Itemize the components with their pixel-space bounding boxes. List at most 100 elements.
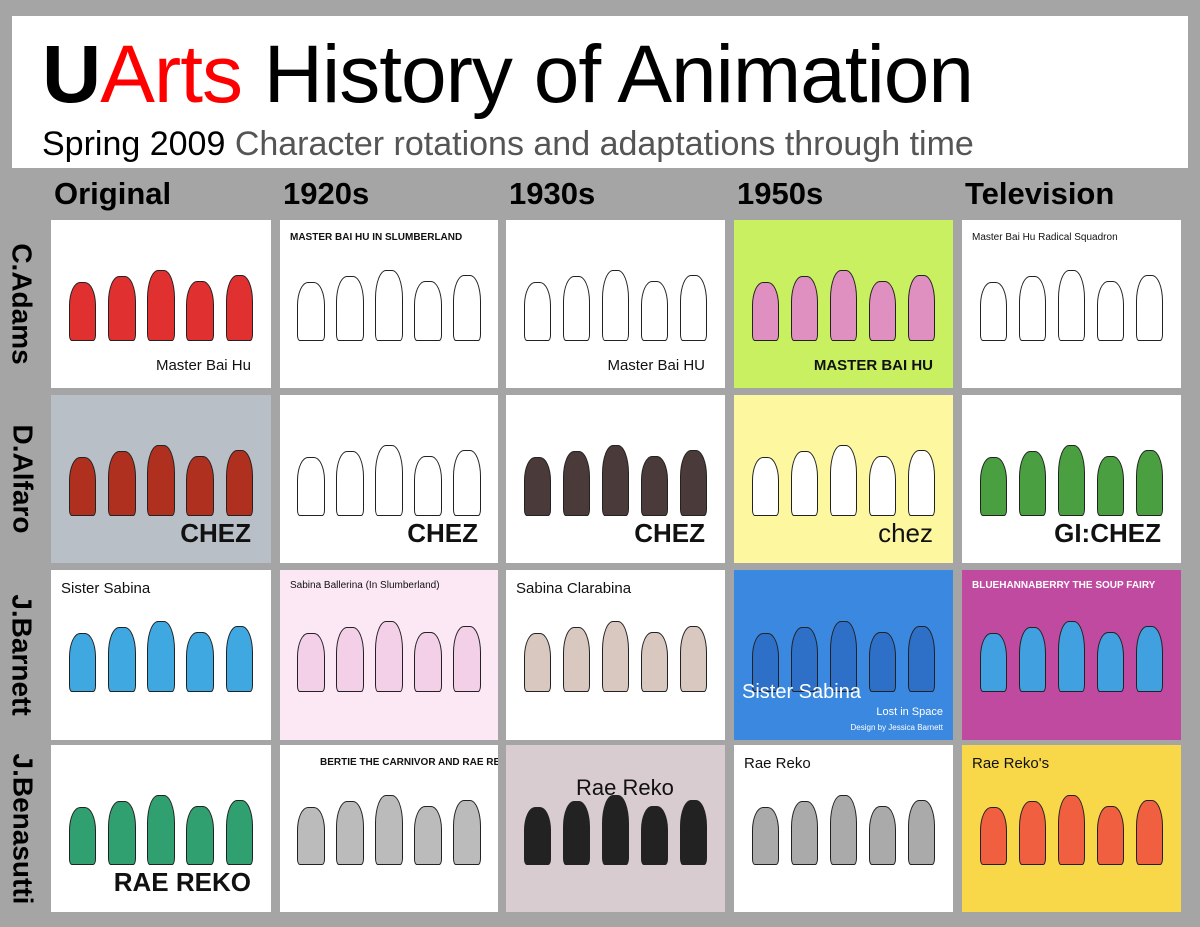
character-figure <box>1135 800 1164 866</box>
character-figure <box>601 445 630 516</box>
character-figure <box>297 282 325 341</box>
artwork-thumbnail[interactable]: BERTIE THE CARNIVOR AND RAE REKO <box>280 745 498 912</box>
character-figure <box>679 800 708 866</box>
character-figure <box>297 806 325 866</box>
character-figure <box>640 281 669 341</box>
artwork-thumbnail[interactable]: Sister Sabina Lost in Space Design by Jess… <box>734 570 953 740</box>
character-figure <box>979 632 1008 693</box>
character-figure <box>225 800 254 866</box>
character-figure <box>453 450 481 516</box>
character-figure <box>562 451 591 516</box>
character-figure <box>751 457 780 516</box>
character-rotation <box>523 257 708 341</box>
character-figure <box>679 275 708 341</box>
column-header: 1950s <box>737 176 824 211</box>
character-figure <box>414 805 442 866</box>
artwork-thumbnail[interactable]: Sabina Clarabina <box>506 570 725 740</box>
character-rotation <box>297 607 481 693</box>
artwork-caption: Master Bai HU <box>607 357 705 374</box>
artwork-thumbnail[interactable]: Rae Reko <box>506 745 725 912</box>
artwork-thumbnail[interactable]: Rae Reko <box>734 745 953 912</box>
character-figure <box>414 281 442 341</box>
artwork-thumbnail[interactable]: CHEZ <box>506 395 725 563</box>
artwork-thumbnail[interactable]: CHEZ <box>51 395 271 563</box>
row-label-text: C.Adams <box>7 243 38 365</box>
character-figure <box>1057 621 1086 693</box>
character-figure <box>107 800 136 866</box>
character-figure <box>868 281 897 341</box>
character-rotation <box>979 782 1164 866</box>
character-rotation <box>751 257 936 341</box>
character-figure <box>1135 275 1164 341</box>
character-figure <box>790 800 819 866</box>
character-figure <box>147 445 175 516</box>
character-figure <box>601 270 630 341</box>
character-figure <box>107 626 136 693</box>
character-figure <box>790 626 819 693</box>
title-banner: UArts History of Animation Spring 2009 C… <box>12 16 1188 168</box>
character-figure <box>979 282 1008 341</box>
character-rotation <box>979 607 1164 693</box>
character-figure <box>751 632 780 693</box>
character-figure <box>1096 805 1125 866</box>
artwork-thumbnail[interactable]: GI:CHEZ <box>962 395 1181 563</box>
character-figure <box>1018 451 1047 516</box>
artwork-caption: Master Bai Hu <box>155 357 251 374</box>
title-rest: History of Animation <box>242 29 974 120</box>
artwork-caption: CHEZ <box>634 518 705 548</box>
character-figure <box>375 445 403 516</box>
character-figure <box>829 445 858 516</box>
artwork-thumbnail[interactable]: MASTER BAI HU IN SLUMBERLAND <box>280 220 498 388</box>
character-figure <box>562 626 591 693</box>
row-label: J.Barnett <box>2 570 42 740</box>
character-figure <box>453 626 481 693</box>
character-figure <box>68 457 97 516</box>
row-label: J.Benasutti <box>2 745 42 912</box>
subtitle-desc: Character rotations and adaptations thro… <box>234 125 974 163</box>
artwork-thumbnail[interactable]: Sister Sabina <box>51 570 271 740</box>
character-figure <box>1018 276 1047 341</box>
character-figure <box>907 275 936 341</box>
artwork-thumbnail[interactable]: chez <box>734 395 953 563</box>
character-figure <box>562 800 591 866</box>
artwork-thumbnail[interactable]: Rae Reko's <box>962 745 1181 912</box>
character-figure <box>1135 626 1164 693</box>
character-figure <box>107 276 136 341</box>
character-figure <box>68 632 97 693</box>
row-label: D.Alfaro <box>2 395 42 563</box>
character-rotation <box>68 257 254 341</box>
artwork-thumbnail[interactable]: BLUEHANNABERRY THE SOUP FAIRY <box>962 570 1181 740</box>
character-figure <box>453 800 481 866</box>
artwork-caption: Sister Sabina <box>742 681 861 703</box>
character-figure <box>147 795 175 866</box>
character-rotation <box>68 432 254 516</box>
artwork-thumbnail[interactable]: RAE REKO <box>51 745 271 912</box>
artwork-thumbnail[interactable]: MASTER BAI HU <box>734 220 953 388</box>
artwork-caption: chez <box>878 518 933 548</box>
character-rotation <box>751 607 936 693</box>
character-figure <box>1096 632 1125 693</box>
character-figure <box>336 451 364 516</box>
character-figure <box>297 457 325 516</box>
artwork-thumbnail[interactable]: CHEZ <box>280 395 498 563</box>
artwork-thumbnail[interactable]: Master Bai Hu Radical Squadron <box>962 220 1181 388</box>
artwork-caption: BERTIE THE CARNIVOR AND RAE REKO <box>320 757 498 768</box>
character-figure <box>1057 270 1086 341</box>
character-rotation <box>68 782 254 866</box>
artwork-caption: Sister Sabina <box>61 580 151 597</box>
character-figure <box>751 282 780 341</box>
character-figure <box>375 270 403 341</box>
artwork-thumbnail[interactable]: Master Bai HU <box>506 220 725 388</box>
character-figure <box>640 805 669 866</box>
artwork-thumbnail[interactable]: Sabina Ballerina (In Slumberland) <box>280 570 498 740</box>
character-figure <box>1135 450 1164 516</box>
character-figure <box>907 800 936 866</box>
artwork-thumbnail[interactable]: Master Bai Hu <box>51 220 271 388</box>
character-figure <box>829 621 858 693</box>
character-figure <box>829 795 858 866</box>
character-figure <box>523 457 552 516</box>
character-figure <box>68 806 97 866</box>
character-figure <box>147 621 175 693</box>
character-figure <box>1018 800 1047 866</box>
character-figure <box>68 282 97 341</box>
